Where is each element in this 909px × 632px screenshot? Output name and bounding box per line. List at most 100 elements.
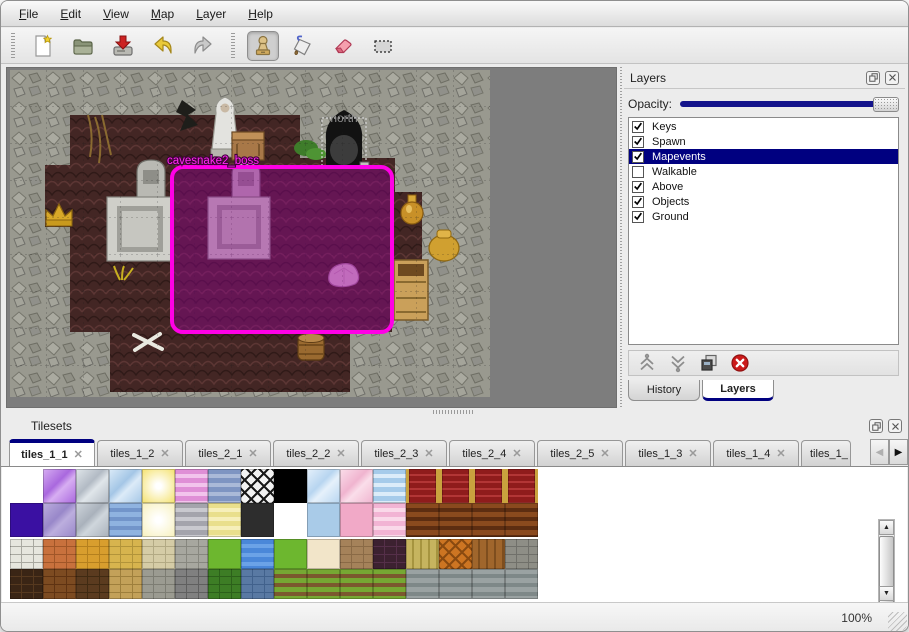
opacity-slider-handle[interactable] — [873, 97, 899, 112]
checkbox-checked-icon[interactable] — [632, 210, 644, 223]
tileset-tab-tiles_2_5[interactable]: tiles_2_5 ✕ — [537, 440, 623, 466]
fill-tool-button[interactable] — [287, 31, 319, 61]
tile-stripes_yellow[interactable] — [208, 503, 241, 537]
tile-planks_gray[interactable] — [472, 569, 505, 599]
checkbox-checked-icon[interactable] — [632, 120, 644, 133]
tile-water_blue[interactable] — [109, 503, 142, 537]
undo-button[interactable] — [147, 31, 179, 61]
tile-stripes_blue[interactable] — [208, 469, 241, 503]
tile-planks_brown[interactable] — [505, 503, 538, 537]
tile-solid_indigo[interactable] — [10, 503, 43, 537]
tile-glow_pale[interactable] — [142, 503, 175, 537]
tile-bricks_brown[interactable] — [43, 569, 76, 599]
layer-row-objects[interactable]: Objects — [629, 194, 898, 209]
checkbox-checked-icon[interactable] — [632, 150, 644, 163]
tileset-tab-tiles_2_4[interactable]: tiles_2_4 ✕ — [449, 440, 535, 466]
tile-grass_rows[interactable] — [373, 569, 406, 599]
tab-close-icon[interactable]: ✕ — [688, 448, 698, 460]
duplicate-layer-button[interactable] — [697, 352, 721, 374]
layer-list[interactable]: Keys Spawn Mapevents Walkable Above Objects Gr… — [628, 117, 899, 345]
tab-close-icon[interactable]: ✕ — [73, 449, 83, 461]
float-panel-icon[interactable] — [869, 419, 883, 433]
tile-waves_pink[interactable] — [373, 503, 406, 537]
tile-empty[interactable] — [10, 469, 43, 503]
opacity-slider[interactable] — [680, 95, 899, 113]
scrollbar-thumb[interactable] — [879, 536, 894, 602]
resize-grip[interactable] — [888, 612, 907, 631]
tile-planks_brown[interactable] — [406, 503, 439, 537]
tile-hedge_green[interactable] — [208, 569, 241, 599]
move-layer-up-button[interactable] — [635, 352, 659, 374]
save-button[interactable] — [107, 31, 139, 61]
tile-tiles_orange[interactable] — [43, 539, 76, 569]
tile-crystal_purple[interactable] — [43, 469, 76, 503]
checkbox-checked-icon[interactable] — [632, 195, 644, 208]
menu-view[interactable]: View — [103, 6, 129, 21]
tile-crystal_lightblue[interactable] — [307, 469, 340, 503]
tile-wall_cobble[interactable] — [142, 569, 175, 599]
tileset-tab-tiles_2_2[interactable]: tiles_2_2 ✕ — [273, 440, 359, 466]
tab-scroll-left-icon[interactable]: ◀ — [870, 439, 889, 465]
menu-edit[interactable]: Edit — [60, 6, 82, 21]
menu-layer[interactable]: Layer — [196, 6, 227, 21]
redo-button[interactable] — [187, 31, 219, 61]
close-panel-icon[interactable] — [885, 70, 899, 85]
tile-logs_gray[interactable] — [505, 539, 538, 569]
scroll-down-icon[interactable]: ▼ — [879, 586, 894, 601]
horizontal-splitter[interactable] — [1, 408, 908, 415]
tileset-tab-tiles_1_1[interactable]: tiles_1_1 ✕ — [9, 439, 95, 466]
tileset-content[interactable]: ▲ ▼ — [2, 467, 907, 602]
tile-wall_graybrick[interactable] — [175, 569, 208, 599]
tileset-tab-tiles_1[interactable]: tiles_1_✕ — [801, 440, 851, 466]
tile-grass_rows[interactable] — [274, 569, 307, 599]
tile-scales_purple[interactable] — [373, 539, 406, 569]
checkbox-unchecked-icon[interactable] — [632, 165, 644, 178]
tile-dirt_rocks[interactable] — [340, 539, 373, 569]
tile-carpet_red[interactable] — [406, 469, 439, 503]
tile-carpet_red[interactable] — [505, 469, 538, 503]
tile-waves_blue[interactable] — [373, 469, 406, 503]
tileset-tab-tiles_1_4[interactable]: tiles_1_4 ✕ — [713, 440, 799, 466]
menu-help[interactable]: Help — [248, 6, 273, 21]
tile-lattice[interactable] — [241, 469, 274, 503]
tile-crystal_purple2[interactable] — [43, 503, 76, 537]
tab-close-icon[interactable]: ✕ — [776, 448, 786, 460]
checkbox-checked-icon[interactable] — [632, 135, 644, 148]
tile-glow_yellow[interactable] — [142, 469, 175, 503]
rect-select-tool-button[interactable] — [367, 31, 399, 61]
layer-row-keys[interactable]: Keys — [629, 119, 898, 134]
tile-sign_dark[interactable] — [241, 503, 274, 537]
opacity-slider-track[interactable] — [680, 101, 899, 107]
new-file-button[interactable] — [27, 31, 59, 61]
menu-file[interactable]: File — [19, 6, 39, 21]
vertical-splitter[interactable] — [618, 67, 624, 408]
tileset-tab-tiles_1_3[interactable]: tiles_1_3 ✕ — [625, 440, 711, 466]
tile-path_yellow[interactable] — [109, 539, 142, 569]
tile-sand_cream[interactable] — [307, 539, 340, 569]
layer-row-spawn[interactable]: Spawn — [629, 134, 898, 149]
tile-stripes_pink[interactable] — [175, 469, 208, 503]
tile-stone_white[interactable] — [10, 539, 43, 569]
tile-crystal_gray[interactable] — [76, 469, 109, 503]
dock-tab-layers[interactable]: Layers — [702, 380, 774, 401]
scroll-up-icon[interactable]: ▲ — [879, 520, 894, 535]
tile-planks_gray[interactable] — [439, 569, 472, 599]
toolbar-grip[interactable] — [11, 32, 15, 59]
tile-water_deep[interactable] — [241, 539, 274, 569]
tile-crystal_gray2[interactable] — [76, 503, 109, 537]
tile-grass_green[interactable] — [208, 539, 241, 569]
float-panel-icon[interactable] — [866, 70, 880, 85]
open-button[interactable] — [67, 31, 99, 61]
stamp-tool-button[interactable] — [247, 30, 279, 61]
tile-flat_blue[interactable] — [307, 503, 340, 537]
tile-tiles_gold[interactable] — [76, 539, 109, 569]
layer-row-walkable[interactable]: Walkable — [629, 164, 898, 179]
map-viewport[interactable]: north cavesnake2_boss — [6, 67, 617, 408]
tab-close-icon[interactable]: ✕ — [160, 448, 170, 460]
tile-planks_brown[interactable] — [439, 503, 472, 537]
tab-close-icon[interactable]: ✕ — [336, 448, 346, 460]
tile-herringbone[interactable] — [472, 539, 505, 569]
tile-wall_tan[interactable] — [109, 569, 142, 599]
tab-close-icon[interactable]: ✕ — [512, 448, 522, 460]
tileset-tab-tiles_2_3[interactable]: tiles_2_3 ✕ — [361, 440, 447, 466]
